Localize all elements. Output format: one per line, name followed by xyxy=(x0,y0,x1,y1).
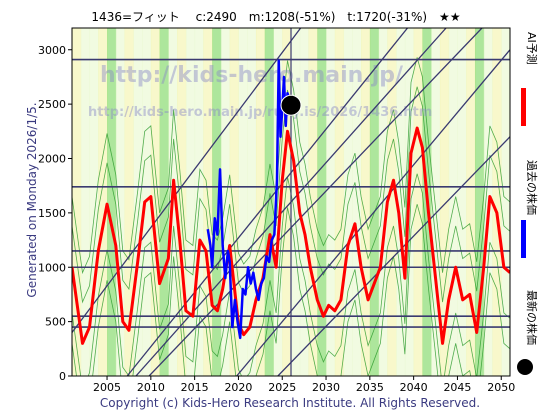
band-stripe xyxy=(334,28,345,376)
band-stripe xyxy=(80,28,91,376)
y-tick-label: 3000 xyxy=(38,44,66,57)
legend-label-ai-prediction: AI予測 xyxy=(525,32,539,65)
band-stripe xyxy=(352,28,362,376)
watermark-url-page: http://kids-hero.main.jp/ruby.is/2026/14… xyxy=(88,105,432,120)
band-stripe xyxy=(177,28,187,376)
series-group xyxy=(72,59,510,345)
x-tick-label: 2045 xyxy=(443,381,471,394)
x-tick-label: 2025 xyxy=(268,381,296,394)
band-stripe xyxy=(466,28,476,376)
band-stripe xyxy=(474,28,485,376)
plot-frame xyxy=(71,27,511,377)
band-stripe xyxy=(238,28,248,376)
y-tick-label: 0 xyxy=(59,370,66,383)
projection-bands xyxy=(72,28,510,376)
y-tick-label: 1500 xyxy=(38,207,66,220)
watermark-group: http://kids-hero.main.jp/ http://kids-he… xyxy=(88,63,432,120)
band-stripe xyxy=(115,28,126,376)
band-stripe xyxy=(282,28,292,376)
x-tick-label: 2015 xyxy=(181,381,209,394)
watermark-url: http://kids-hero.main.jp/ xyxy=(100,63,404,88)
diagonal-trendline xyxy=(126,28,409,376)
latest-price-dot xyxy=(280,94,302,116)
band-stripe xyxy=(107,28,117,376)
y-tick-label: 500 xyxy=(45,316,66,329)
y-tick-label: 1000 xyxy=(38,261,66,274)
band-stripe xyxy=(89,28,99,376)
legend-item-ai-prediction: AI予測 xyxy=(521,32,539,126)
legend-dot-latest xyxy=(517,359,533,375)
band-stripe xyxy=(317,28,327,376)
chart-header-title: 1436=フィット c:2490 m:1208(-51%) t:1720(-31… xyxy=(91,10,460,24)
legend-label-history: 過去の株価 xyxy=(525,160,539,215)
band-stripe xyxy=(299,28,310,376)
x-tick-label: 2035 xyxy=(356,381,384,394)
x-tick-label: 2010 xyxy=(137,381,165,394)
x-tick-label: 2040 xyxy=(400,381,428,394)
legend-label-latest: 最新の株価 xyxy=(525,290,539,345)
x-tick-label: 2005 xyxy=(93,381,121,394)
diagonal-trendline xyxy=(277,136,510,376)
generated-date-label: Generated on Monday 2026/1/5. xyxy=(25,102,39,297)
band-stripe xyxy=(229,28,239,376)
band-stripe xyxy=(448,28,458,376)
band-stripe xyxy=(291,28,301,376)
x-tick-label: 2030 xyxy=(312,381,340,394)
legend-item-history: 過去の株価 xyxy=(521,160,539,258)
band-stripe xyxy=(133,28,143,376)
band-stripe xyxy=(247,28,257,376)
band-stripe xyxy=(72,28,82,376)
band-stripe xyxy=(501,28,510,376)
legend: AI予測 過去の株価 最新の株価 xyxy=(517,32,539,375)
x-tick-label: 2020 xyxy=(224,381,252,394)
x-axis: 2005 2010 2015 2020 2025 2030 2035 2040 2045 2050 xyxy=(93,376,515,394)
band-stripe xyxy=(98,28,108,376)
diagonal-trendline xyxy=(236,49,510,376)
band-stripe xyxy=(264,28,274,376)
y-tick-label: 2000 xyxy=(38,153,66,166)
copyright-footer: Copyright (c) Kids-Hero Research Institu… xyxy=(100,396,480,410)
band-stripe xyxy=(369,28,380,376)
envelope-line xyxy=(72,173,510,376)
band-stripe xyxy=(159,28,169,376)
band-stripe xyxy=(361,28,371,376)
envelope-line xyxy=(72,86,510,304)
band-stripe xyxy=(255,28,266,376)
series-ai-prediction-line xyxy=(72,126,510,345)
legend-swatch-ai-prediction xyxy=(521,88,526,126)
diagonal-trendline xyxy=(148,28,483,376)
band-stripe xyxy=(308,28,318,376)
band-stripe xyxy=(326,28,336,376)
band-stripe xyxy=(431,28,441,376)
envelope-line xyxy=(72,57,510,275)
band-stripe xyxy=(492,28,502,376)
legend-swatch-history xyxy=(521,220,526,258)
band-stripe xyxy=(439,28,450,376)
y-tick-label: 2500 xyxy=(38,98,66,111)
y-axis: 0 500 1000 1500 2000 2500 3000 xyxy=(38,44,72,383)
band-stripe xyxy=(203,28,213,376)
envelope-line xyxy=(72,204,510,376)
series-history-line xyxy=(206,59,293,340)
band-stripe xyxy=(343,28,353,376)
diagonal-trendline xyxy=(72,28,302,333)
x-tick-label: 2050 xyxy=(487,381,515,394)
band-stripe xyxy=(185,28,196,376)
band-stripe xyxy=(212,28,222,376)
band-stripe xyxy=(396,28,406,376)
band-stripe xyxy=(124,28,134,376)
legend-item-latest: 最新の株価 xyxy=(517,290,539,375)
band-stripe xyxy=(457,28,467,376)
band-stripe xyxy=(413,28,423,376)
band-stripe xyxy=(387,28,397,376)
